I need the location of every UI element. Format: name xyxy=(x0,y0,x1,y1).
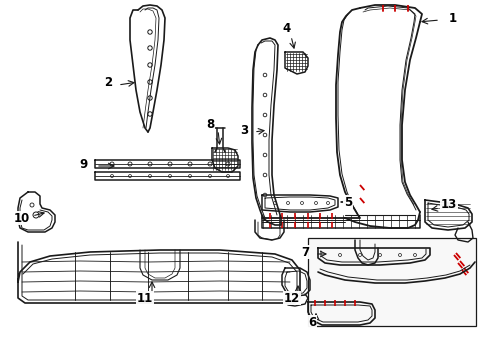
Text: 7: 7 xyxy=(300,246,308,258)
Text: 10: 10 xyxy=(14,211,30,225)
Text: 8: 8 xyxy=(205,118,214,131)
Text: 13: 13 xyxy=(440,198,456,211)
Text: 4: 4 xyxy=(282,22,290,35)
Text: 11: 11 xyxy=(137,292,153,305)
FancyBboxPatch shape xyxy=(307,238,475,326)
Text: 1: 1 xyxy=(448,12,456,24)
Text: 2: 2 xyxy=(104,77,112,90)
Text: 6: 6 xyxy=(307,315,315,328)
Text: 3: 3 xyxy=(240,123,247,136)
Text: 9: 9 xyxy=(80,158,88,171)
Text: 12: 12 xyxy=(284,292,300,305)
Text: 5: 5 xyxy=(343,195,351,208)
